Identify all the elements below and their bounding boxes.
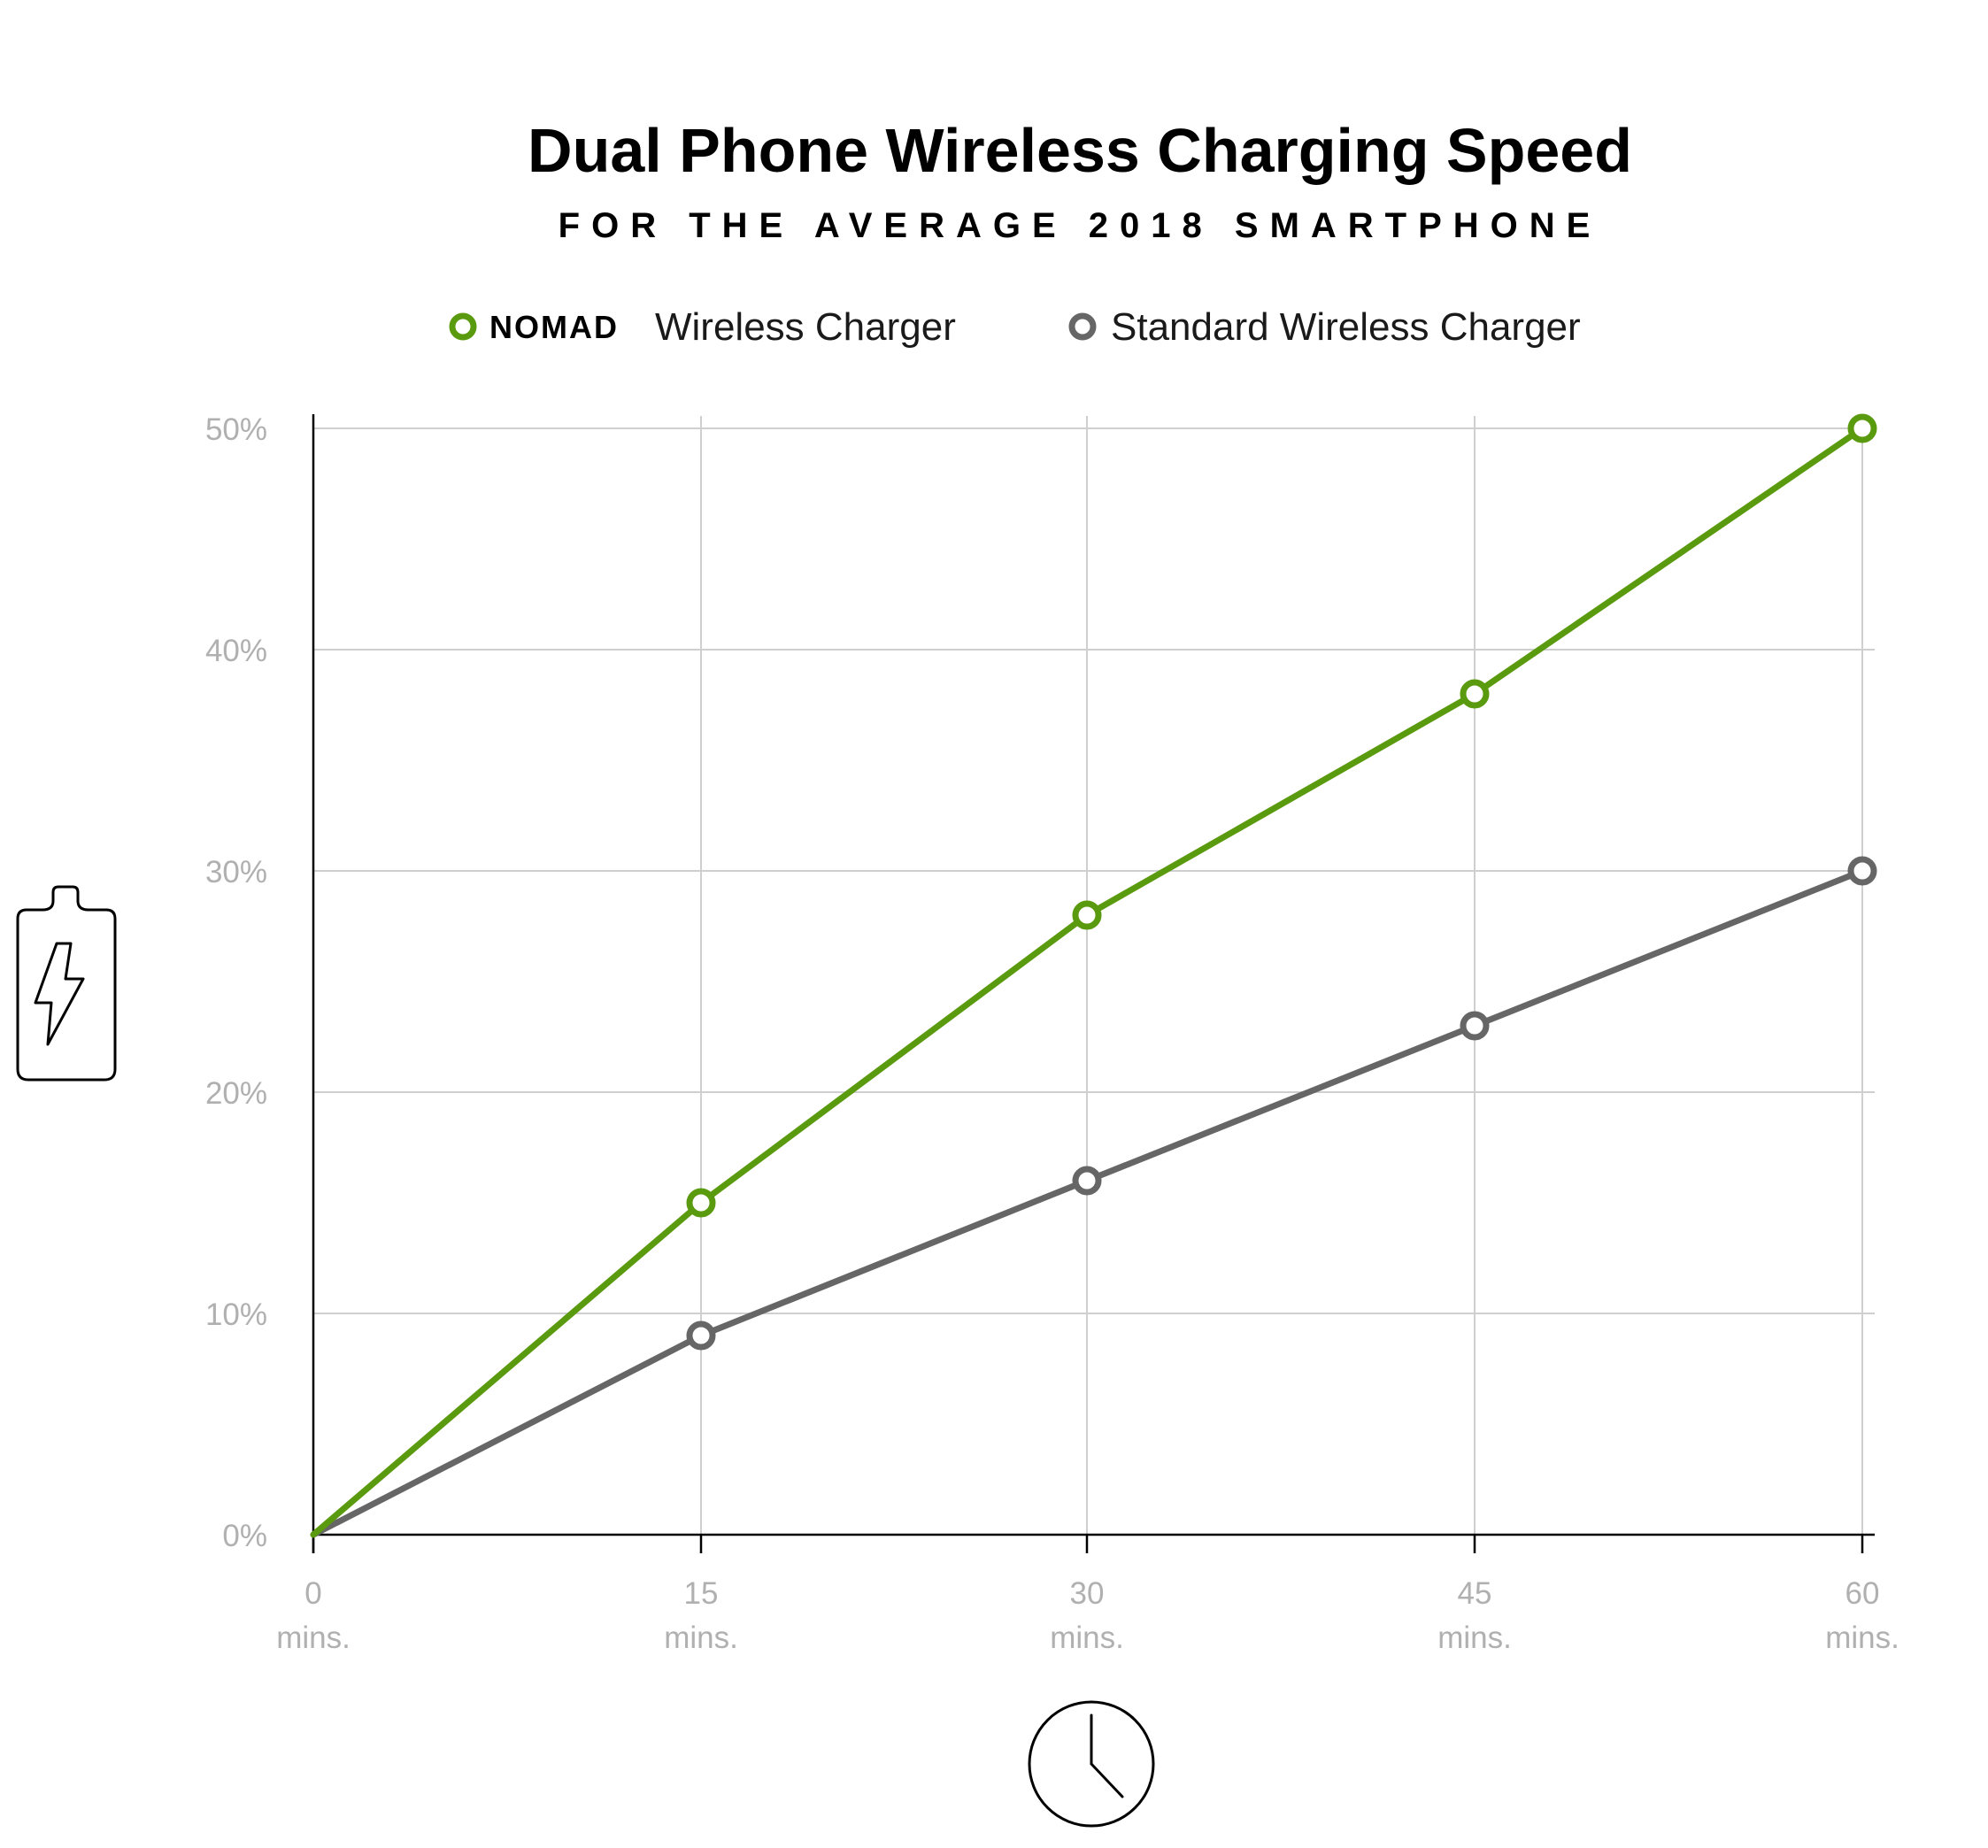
data-point [1847,413,1877,443]
x-tick-unit: mins. [664,1621,738,1655]
x-tick-labels: 0 mins. 15 mins. 30 mins. 45 mins. 60 mins. [276,1576,1899,1655]
y-tick-label: 50% [205,412,267,447]
y-tick-labels: 0% 10% 20% 30% 40% 50% [205,412,267,1553]
x-tick-unit: mins. [276,1621,351,1655]
series-0 [310,413,1877,1538]
legend-marker-nomad [449,312,477,341]
axes [312,414,1875,1553]
data-point [1072,900,1102,930]
x-tick-unit: mins. [1437,1621,1512,1655]
y-tick-label: 30% [205,855,267,889]
grid [313,416,1875,1535]
chart-title: Dual Phone Wireless Charging Speed [528,116,1632,185]
battery-charging-icon [16,885,117,1082]
legend-label-standard: Standard Wireless Charger [1111,305,1581,349]
x-tick-unit: mins. [1825,1621,1899,1655]
y-tick-label: 20% [205,1076,267,1111]
y-tick-label: 40% [205,634,267,668]
x-tick-unit: mins. [1050,1621,1124,1655]
legend-label-nomad: Wireless Charger [655,305,956,349]
legend: NOMAD Wireless Charger Standard Wireless… [449,305,1581,349]
x-tick-label: 30 [1070,1576,1105,1611]
clock-icon [1028,1700,1155,1828]
data-point [686,1321,716,1351]
x-tick-label: 60 [1845,1576,1880,1611]
legend-brand-nomad: NOMAD [489,309,619,345]
data-point [1460,679,1490,709]
data-point [1072,1166,1102,1196]
series [310,413,1877,1538]
y-tick-label: 0% [222,1519,267,1553]
series-1 [310,856,1877,1538]
y-tick-label: 10% [205,1297,267,1332]
x-tick-label: 0 [304,1576,321,1611]
chart-subtitle: FOR THE AVERAGE 2018 SMARTPHONE [559,206,1602,245]
data-point [686,1188,716,1218]
data-point [1847,856,1877,886]
x-tick-label: 45 [1458,1576,1492,1611]
x-tick-label: 15 [684,1576,719,1611]
legend-marker-standard [1068,312,1097,341]
data-point [1460,1011,1490,1041]
